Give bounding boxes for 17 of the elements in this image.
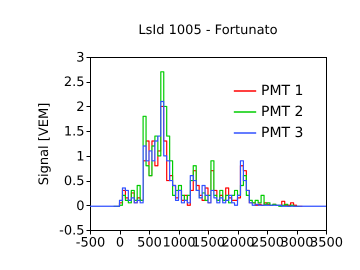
legend-label: PMT 2	[261, 104, 304, 120]
x-tick-label: 1000	[162, 236, 196, 250]
y-tick-label: 1	[76, 149, 84, 164]
x-tick-label: -500	[76, 236, 106, 250]
legend-label: PMT 1	[261, 83, 304, 99]
x-tick-label: 500	[137, 236, 162, 250]
legend-label: PMT 3	[261, 125, 304, 141]
y-tick-label: 2	[76, 100, 84, 115]
y-tick-label: 1.5	[64, 124, 84, 140]
y-tick-label: 0	[76, 198, 84, 214]
y-tick-label: -0.5	[59, 224, 84, 238]
y-tick-label: 3	[76, 50, 84, 66]
y-axis-title: Signal [VEM]	[37, 102, 52, 186]
y-tick-label: 2.5	[64, 75, 84, 90]
chart-title: LsId 1005 - Fortunato	[138, 23, 278, 38]
y-tick-label: 0.5	[64, 174, 84, 190]
x-tick-label: 0	[116, 236, 124, 250]
